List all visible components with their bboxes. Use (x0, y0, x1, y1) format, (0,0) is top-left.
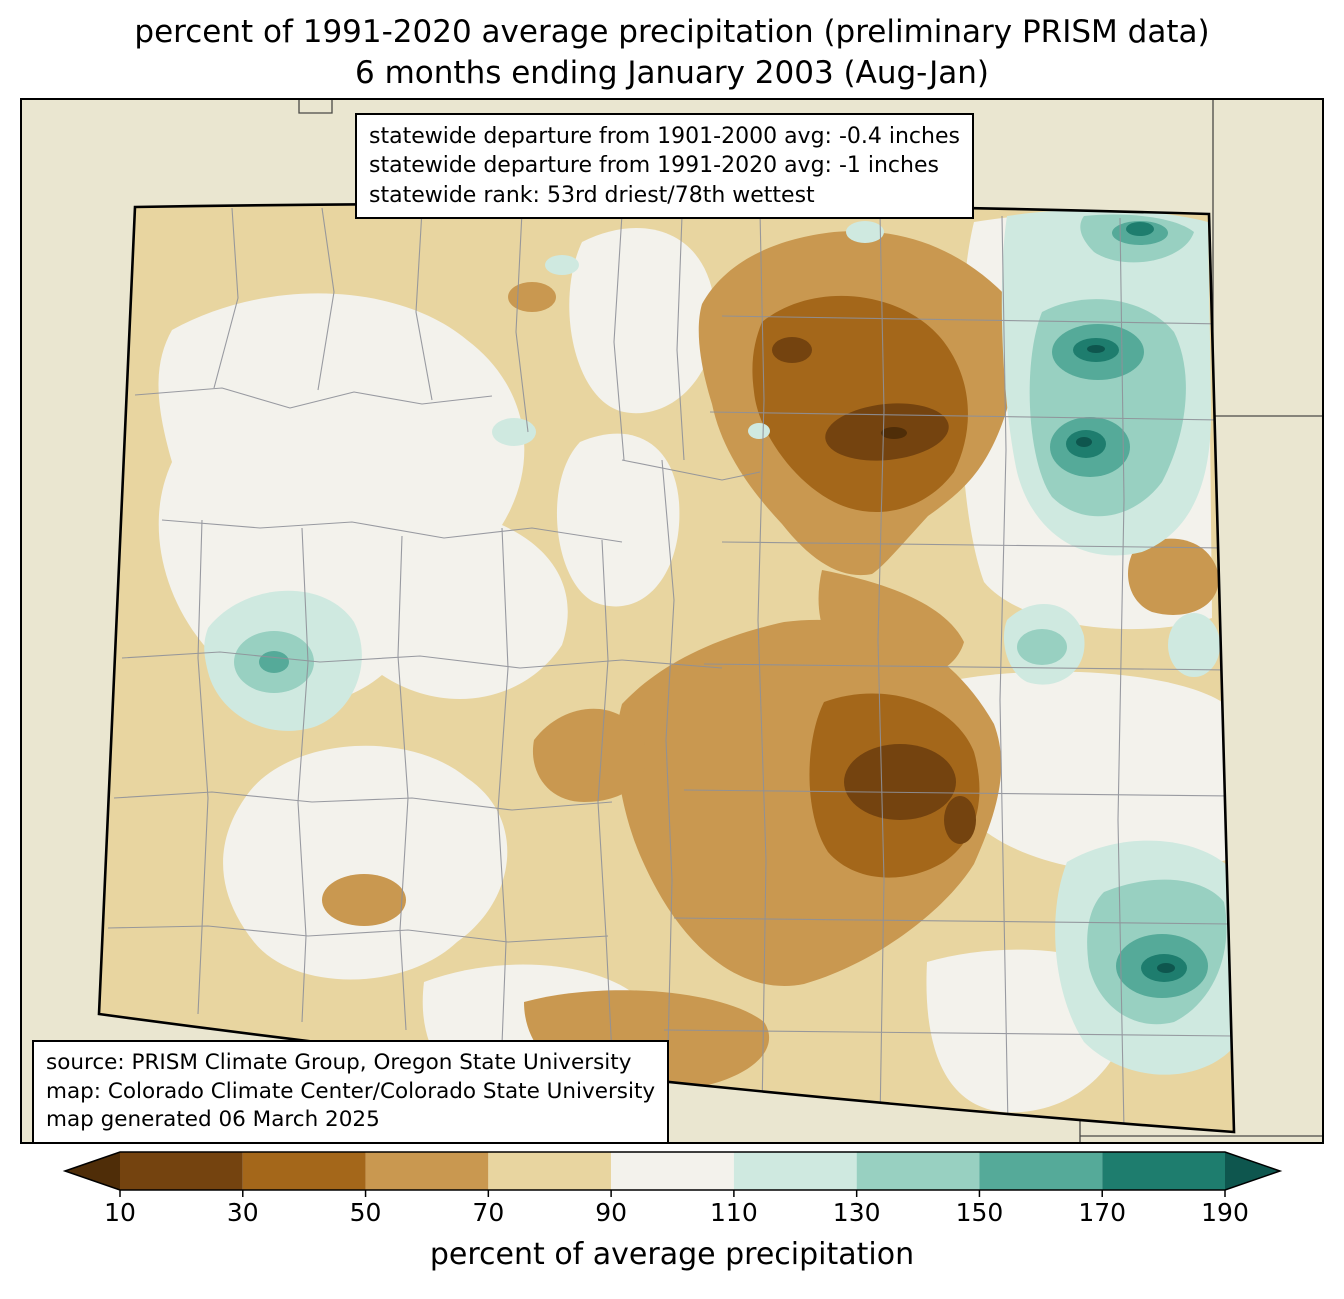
colorbar-tick-label: 30 (226, 1198, 259, 1227)
colorbar-band-130-150 (856, 1152, 980, 1190)
colorbar-tick-label: 50 (349, 1198, 382, 1227)
page-title: percent of 1991-2020 average precipitati… (0, 12, 1344, 94)
colorado-fill-regions (99, 203, 1234, 1132)
colorbar-band-90-110 (611, 1152, 734, 1190)
map-credit-line: map: Colorado Climate Center/Colorado St… (46, 1078, 656, 1104)
precipitation-map (97, 100, 1322, 1142)
colorbar-band-50-70 (365, 1152, 489, 1190)
county-boundaries (107, 207, 1234, 1131)
colorbar (62, 1151, 1283, 1197)
colorbar-caption: percent of average precipitation (429, 1237, 915, 1272)
colorbar-band-110-130 (733, 1152, 857, 1190)
colorbar-tick-label: 170 (1078, 1198, 1127, 1227)
colorbar-band-150-170 (979, 1152, 1103, 1190)
colorbar-band-170-190 (1102, 1152, 1225, 1190)
statewide-stats-box: statewide departure from 1901-2000 avg: … (355, 113, 974, 219)
colorbar-tick-label: 130 (832, 1198, 881, 1227)
title-line-2: 6 months ending January 2003 (Aug-Jan) (355, 54, 989, 91)
map-frame: statewide departure from 1901-2000 avg: … (20, 98, 1324, 1144)
stats-line-departure-1991-2020: statewide departure from 1991-2020 avg: … (369, 153, 939, 179)
source-credit-box: source: PRISM Climate Group, Oregon Stat… (32, 1040, 670, 1144)
colorbar-tick-label: 90 (595, 1198, 628, 1227)
colorbar-band-70-90 (488, 1152, 612, 1190)
title-line-1: percent of 1991-2020 average precipitati… (134, 14, 1210, 50)
colorbar-over-arrow (1225, 1152, 1280, 1190)
colorbar-tick-label: 190 (1201, 1198, 1249, 1227)
colorbar-tick-marks (119, 1190, 1226, 1197)
band-under-10-regions (881, 427, 907, 439)
colorbar-under-arrow (65, 1152, 120, 1190)
colorbar-band-10-30 (120, 1152, 243, 1190)
source-line: source: PRISM Climate Group, Oregon Stat… (46, 1050, 632, 1075)
colorbar-segments (65, 1152, 1280, 1190)
band-over-190-regions (1076, 345, 1175, 973)
colorbar-tick-label: 110 (710, 1198, 758, 1227)
colorbar-band-30-50 (242, 1152, 366, 1190)
colorbar-tick-label: 150 (955, 1198, 1004, 1227)
stats-line-rank: statewide rank: 53rd driest/78th wettest (369, 182, 815, 208)
generated-date-line: map generated 06 March 2025 (46, 1107, 380, 1133)
colorbar-tick-label: 10 (104, 1198, 136, 1227)
stats-line-departure-1901-2000: statewide departure from 1901-2000 avg: … (369, 124, 960, 149)
colorbar-tick-label: 70 (472, 1198, 505, 1227)
